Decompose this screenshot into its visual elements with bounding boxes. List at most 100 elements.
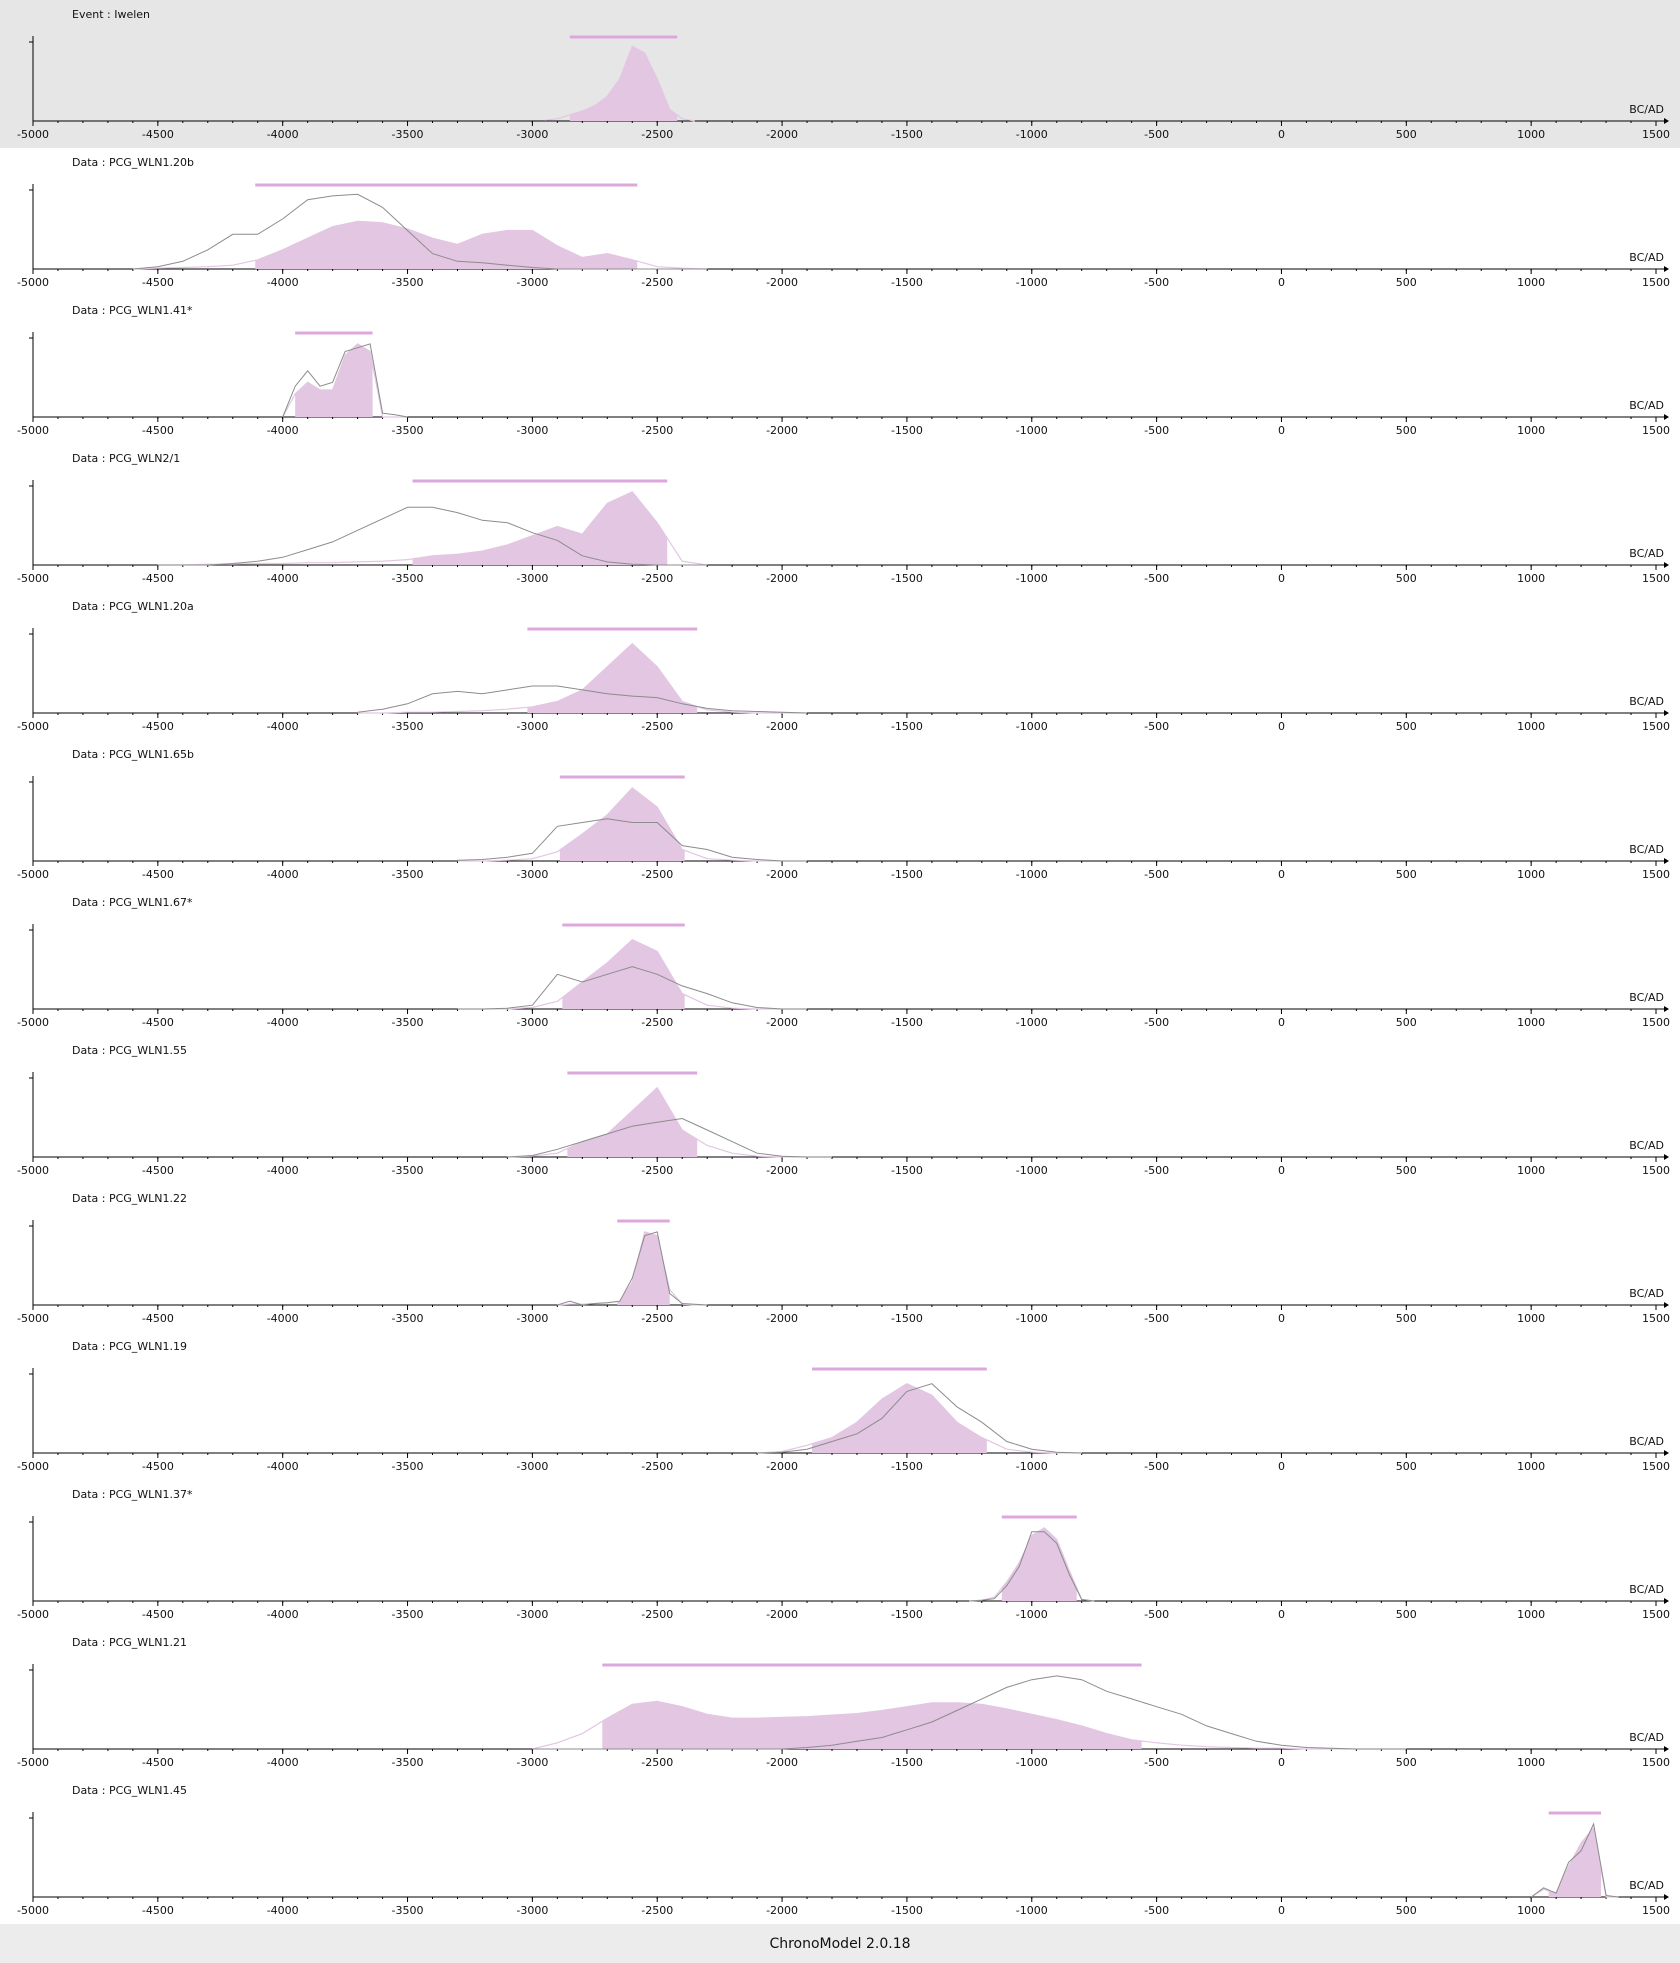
- x-axis-arrow: [1664, 1006, 1669, 1012]
- x-tick-label: -3000: [516, 572, 548, 585]
- x-tick-label: -500: [1144, 720, 1169, 733]
- x-tick-label: -4000: [267, 128, 299, 141]
- x-tick-label: -2000: [766, 1164, 798, 1177]
- panel: Data : PCG_WLN2/1BC/AD-5000 -4500 -4000 -35…: [17, 452, 1670, 585]
- posterior-line: [457, 938, 807, 1010]
- panel-title: Data : PCG_WLN1.45: [72, 1784, 187, 1797]
- x-tick-label: -3000: [516, 276, 548, 289]
- x-tick-label: -3500: [392, 1016, 424, 1029]
- x-tick-label: -3500: [392, 1904, 424, 1917]
- x-tick-label: 1500: [1642, 1608, 1670, 1621]
- x-tick-label: -5000: [17, 276, 49, 289]
- x-tick-label: 0: [1278, 572, 1285, 585]
- x-tick-label: -4000: [267, 1016, 299, 1029]
- x-tick-label: -2000: [766, 868, 798, 881]
- posterior-area: [617, 1231, 670, 1305]
- x-tick-label: -3500: [392, 1756, 424, 1769]
- posterior-line: [544, 45, 695, 122]
- x-tick-label: -2000: [766, 276, 798, 289]
- x-axis-arrow: [1664, 266, 1669, 272]
- x-tick-label: -3500: [392, 276, 424, 289]
- x-tick-label: -4000: [267, 1460, 299, 1473]
- posterior-area: [812, 1383, 987, 1453]
- x-tick-label: -4000: [267, 1904, 299, 1917]
- x-axis-arrow: [1664, 1450, 1669, 1456]
- x-tick-label: 500: [1396, 276, 1417, 289]
- x-tick-label: -1500: [891, 572, 923, 585]
- x-tick-label: -3500: [392, 868, 424, 881]
- x-axis-arrow: [1664, 1154, 1669, 1160]
- x-tick-label: -4500: [142, 276, 174, 289]
- x-tick-label: -4500: [142, 1016, 174, 1029]
- x-tick-label: -4000: [267, 720, 299, 733]
- x-tick-label: 1500: [1642, 128, 1670, 141]
- panel: Data : PCG_WLN1.41*BC/AD-5000 -4500 -4000-…: [17, 304, 1670, 437]
- x-axis-arrow: [1664, 1598, 1669, 1604]
- panel-title: Data : PCG_WLN2/1: [72, 452, 180, 465]
- x-tick-label: 1000: [1517, 276, 1545, 289]
- x-tick-label: -2000: [766, 1460, 798, 1473]
- x-tick-label: 1500: [1642, 424, 1670, 437]
- x-tick-label: -500: [1144, 572, 1169, 585]
- x-tick-label: -3000: [516, 1460, 548, 1473]
- x-tick-label: -5000: [17, 572, 49, 585]
- x-tick-label: 1500: [1642, 572, 1670, 585]
- posterior-line: [282, 343, 408, 418]
- posterior-line: [557, 1231, 708, 1306]
- x-tick-label: 500: [1396, 572, 1417, 585]
- x-tick-label: -2500: [641, 1312, 673, 1325]
- x-tick-label: 0: [1278, 1904, 1285, 1917]
- x-tick-label: -4000: [267, 1608, 299, 1621]
- posterior-line: [457, 787, 807, 862]
- x-tick-label: 500: [1396, 1756, 1417, 1769]
- x-tick-label: -2500: [641, 424, 673, 437]
- x-axis-label: BC/AD: [1629, 251, 1664, 264]
- x-tick-label: 500: [1396, 720, 1417, 733]
- posterior-area: [527, 643, 698, 713]
- x-tick-label: -5000: [17, 1608, 49, 1621]
- x-tick-label: -1000: [1016, 720, 1048, 733]
- posterior-area: [562, 939, 685, 1009]
- x-tick-label: 0: [1278, 276, 1285, 289]
- x-tick-label: -500: [1144, 276, 1169, 289]
- likelihood-line: [132, 193, 708, 270]
- posterior-area: [567, 1087, 698, 1157]
- x-tick-label: 1000: [1517, 1312, 1545, 1325]
- x-tick-label: -2000: [766, 720, 798, 733]
- x-tick-label: -2000: [766, 424, 798, 437]
- posterior-line: [132, 220, 708, 270]
- x-axis-label: BC/AD: [1629, 695, 1664, 708]
- x-tick-label: 500: [1396, 868, 1417, 881]
- x-tick-label: -500: [1144, 1460, 1169, 1473]
- x-tick-label: -3000: [516, 1756, 548, 1769]
- panel-title: Data : PCG_WLN1.41*: [72, 304, 193, 317]
- x-tick-label: -4000: [267, 572, 299, 585]
- x-tick-label: -5000: [17, 1312, 49, 1325]
- posterior-line: [969, 1527, 1095, 1602]
- x-tick-label: -3500: [392, 1312, 424, 1325]
- panel-background: [0, 0, 1680, 148]
- x-tick-label: -2500: [641, 1164, 673, 1177]
- x-tick-label: -1500: [891, 1756, 923, 1769]
- x-tick-label: -5000: [17, 1756, 49, 1769]
- x-tick-label: 1000: [1517, 128, 1545, 141]
- x-axis-label: BC/AD: [1629, 843, 1664, 856]
- x-tick-label: -1500: [891, 1460, 923, 1473]
- x-tick-label: 1000: [1517, 1608, 1545, 1621]
- x-axis-label: BC/AD: [1629, 399, 1664, 412]
- x-tick-label: -1500: [891, 1904, 923, 1917]
- x-tick-label: -4000: [267, 424, 299, 437]
- x-tick-label: 0: [1278, 424, 1285, 437]
- x-tick-label: -1500: [891, 1164, 923, 1177]
- x-tick-label: -500: [1144, 1016, 1169, 1029]
- x-tick-label: -3500: [392, 424, 424, 437]
- footer-text: ChronoModel 2.0.18: [769, 1936, 910, 1952]
- x-tick-label: -2000: [766, 1016, 798, 1029]
- x-tick-label: -1500: [891, 1312, 923, 1325]
- x-tick-label: -1000: [1016, 572, 1048, 585]
